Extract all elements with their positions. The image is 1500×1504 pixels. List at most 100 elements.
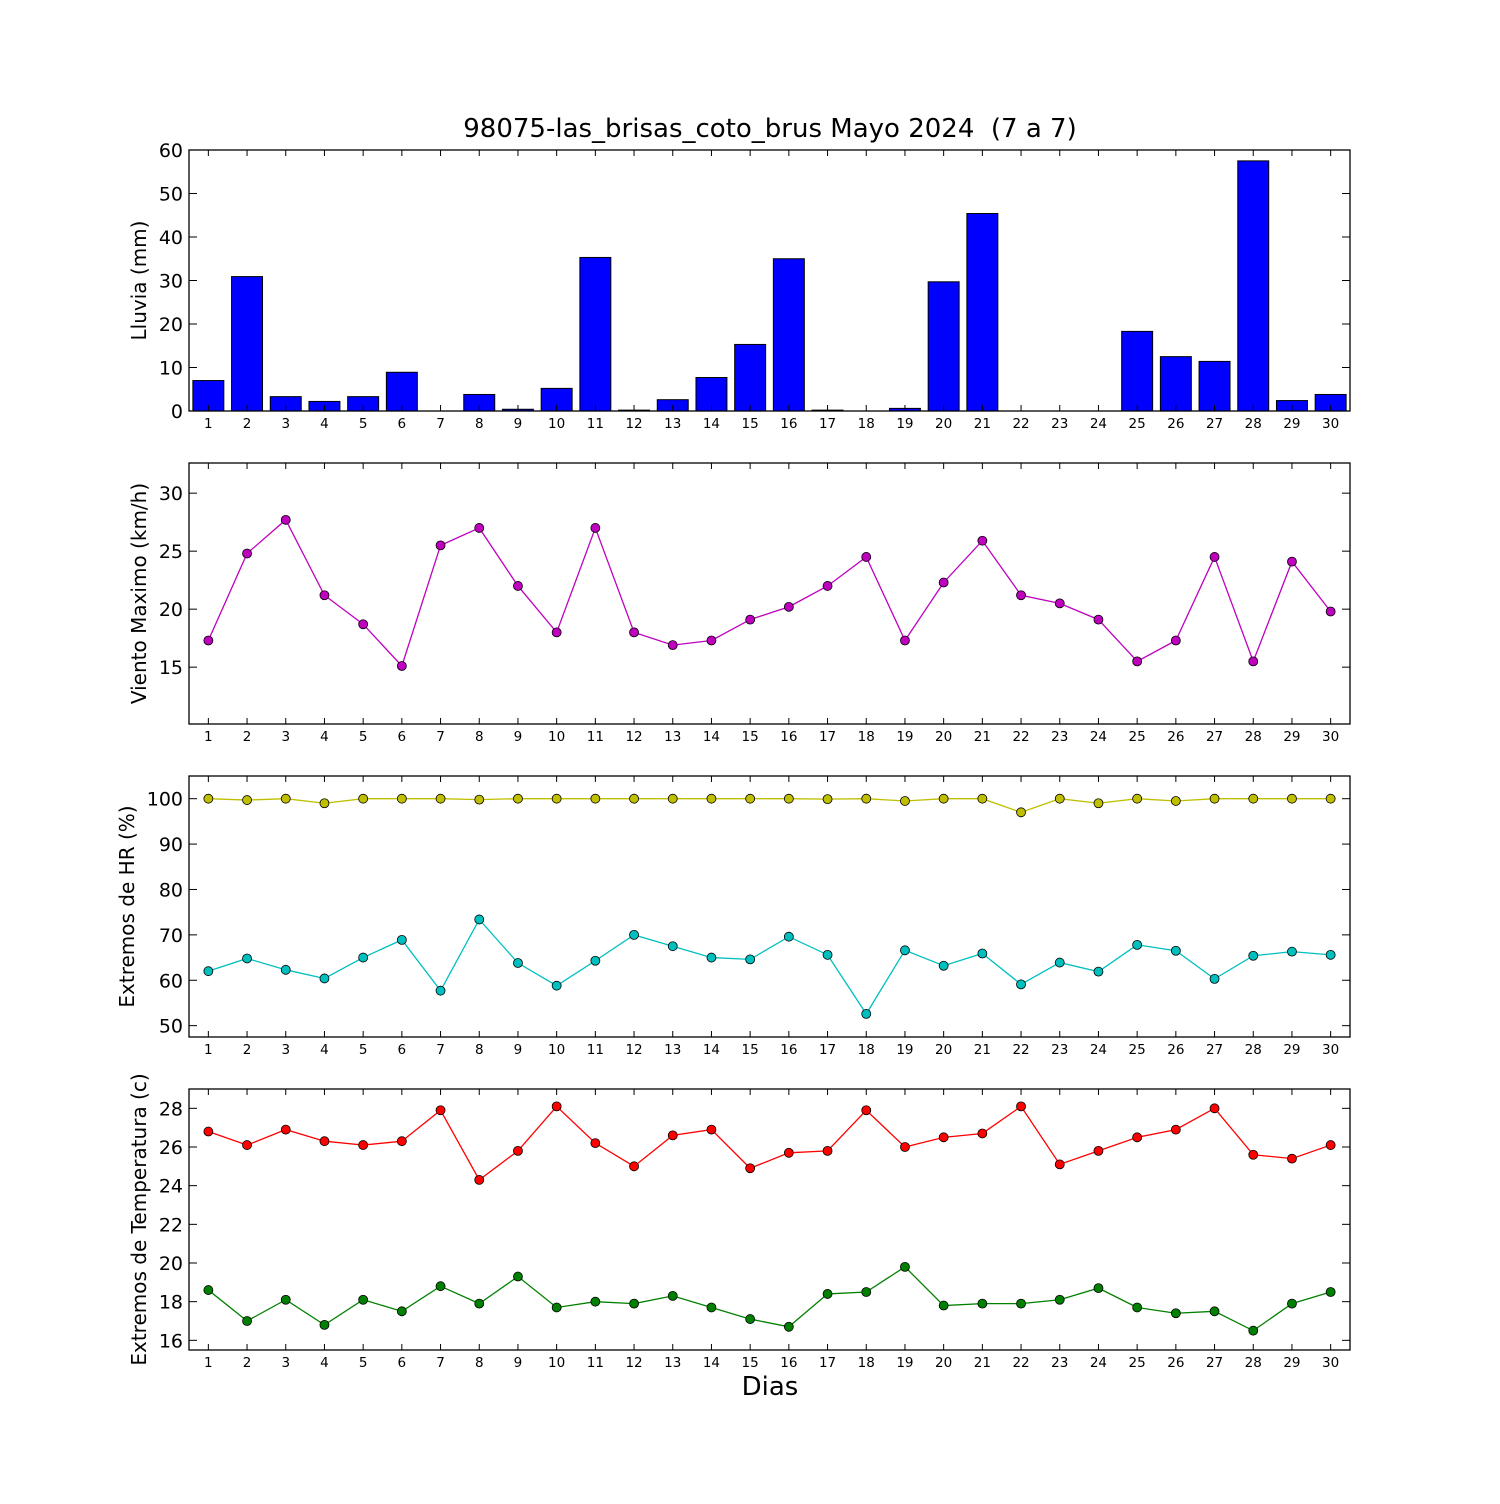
series-line	[208, 798, 1331, 813]
x-tick-label: 2	[243, 1042, 252, 1058]
data-point	[1054, 1159, 1065, 1170]
x-tick-label: 17	[819, 729, 836, 745]
x-tick-label: 26	[1167, 416, 1184, 432]
data-point	[242, 1316, 252, 1326]
data-point	[745, 1163, 756, 1174]
data-point	[396, 1306, 407, 1317]
x-tick-label: 22	[1012, 729, 1029, 745]
data-point	[1093, 966, 1104, 977]
data-point	[551, 1101, 562, 1112]
data-point	[900, 635, 910, 646]
x-tick-label: 19	[896, 416, 913, 432]
data-point	[242, 548, 252, 559]
data-point	[319, 1136, 330, 1147]
data-point	[977, 948, 988, 959]
y-tick-label: 50	[159, 1016, 183, 1038]
series-line	[207, 518, 1332, 668]
x-tick-label: 7	[436, 1355, 445, 1371]
x-tick-label: 5	[359, 416, 368, 432]
data-point	[551, 793, 562, 804]
data-point	[1287, 1153, 1297, 1164]
data-point	[861, 1008, 872, 1019]
x-tick-label: 24	[1090, 1355, 1107, 1371]
x-tick-label: 24	[1090, 416, 1107, 432]
data-point	[667, 941, 678, 952]
x-tick-label: 19	[896, 1355, 913, 1371]
data-point	[1170, 1124, 1181, 1135]
data-point	[1132, 1132, 1143, 1143]
data-point	[1287, 1298, 1297, 1309]
data-point	[435, 985, 446, 996]
data-point	[280, 1294, 291, 1305]
data-point	[1248, 1325, 1259, 1336]
data-point	[1132, 939, 1143, 950]
x-tick-label: 19	[896, 729, 913, 745]
x-tick-label: 13	[664, 729, 681, 745]
data-point	[900, 1142, 910, 1152]
data-point	[474, 914, 485, 925]
x-tick-label: 5	[359, 1355, 368, 1371]
x-tick-label: 17	[819, 416, 836, 432]
data-point	[551, 1302, 562, 1313]
data-point	[1170, 1308, 1181, 1319]
data-point	[203, 793, 214, 804]
data-point	[280, 793, 291, 804]
data-point	[938, 960, 949, 971]
data-point	[1287, 556, 1297, 567]
data-point	[1325, 1287, 1336, 1297]
data-point	[1093, 1283, 1104, 1294]
y-tick-label: 24	[159, 1176, 183, 1198]
data-point	[667, 640, 678, 651]
x-tick-label: 11	[587, 1355, 604, 1371]
data-point	[1132, 656, 1143, 667]
y-tick-label: 25	[159, 541, 183, 563]
x-tick-label: 30	[1322, 1355, 1339, 1371]
y-tick-label: 20	[159, 314, 183, 336]
x-tick-label: 16	[780, 729, 797, 745]
x-tick-label: 3	[281, 1042, 290, 1058]
data-point	[319, 798, 330, 809]
x-tick-label: 15	[742, 416, 759, 432]
x-axis-label: Dias	[741, 1372, 799, 1402]
x-tick-label: 26	[1167, 1355, 1184, 1371]
x-tick-label: 10	[548, 1042, 565, 1058]
x-tick-label: 18	[858, 416, 875, 432]
x-tick-label: 5	[359, 1042, 368, 1058]
data-point	[590, 793, 601, 804]
data-point	[1132, 793, 1143, 804]
data-point	[513, 793, 523, 804]
x-tick-label: 26	[1167, 1042, 1184, 1058]
data-point	[319, 1319, 330, 1330]
x-tick-label: 6	[398, 729, 407, 745]
x-tick-label: 11	[587, 729, 604, 745]
x-tick-label: 9	[514, 729, 523, 745]
y-tick-label: 40	[159, 227, 183, 249]
y-tick-label: 30	[159, 271, 183, 293]
x-tick-label: 11	[587, 416, 604, 432]
series-line	[208, 918, 1331, 1016]
x-tick-label: 2	[243, 729, 252, 745]
data-point	[551, 627, 562, 638]
data-point	[1170, 796, 1181, 806]
x-tick-label: 18	[858, 1355, 875, 1371]
x-tick-label: 3	[281, 1355, 290, 1371]
data-point	[1054, 598, 1065, 609]
data-point	[1093, 798, 1104, 809]
data-point	[435, 1281, 446, 1292]
x-tick-label: 27	[1206, 416, 1223, 432]
x-tick-label: 7	[436, 729, 445, 745]
x-tick-label: 10	[548, 416, 565, 432]
data-point	[513, 958, 523, 968]
x-tick-label: 12	[625, 1042, 642, 1058]
bar	[927, 281, 960, 412]
x-tick-label: 9	[514, 1042, 523, 1058]
x-tick-label: 16	[780, 1042, 797, 1058]
x-tick-label: 10	[548, 729, 565, 745]
data-point	[706, 1302, 717, 1313]
data-point	[1209, 1306, 1220, 1317]
y-tick-label: 50	[159, 184, 183, 206]
data-point	[551, 980, 562, 991]
x-tick-label: 29	[1283, 1042, 1300, 1058]
x-tick-label: 17	[819, 1042, 836, 1058]
